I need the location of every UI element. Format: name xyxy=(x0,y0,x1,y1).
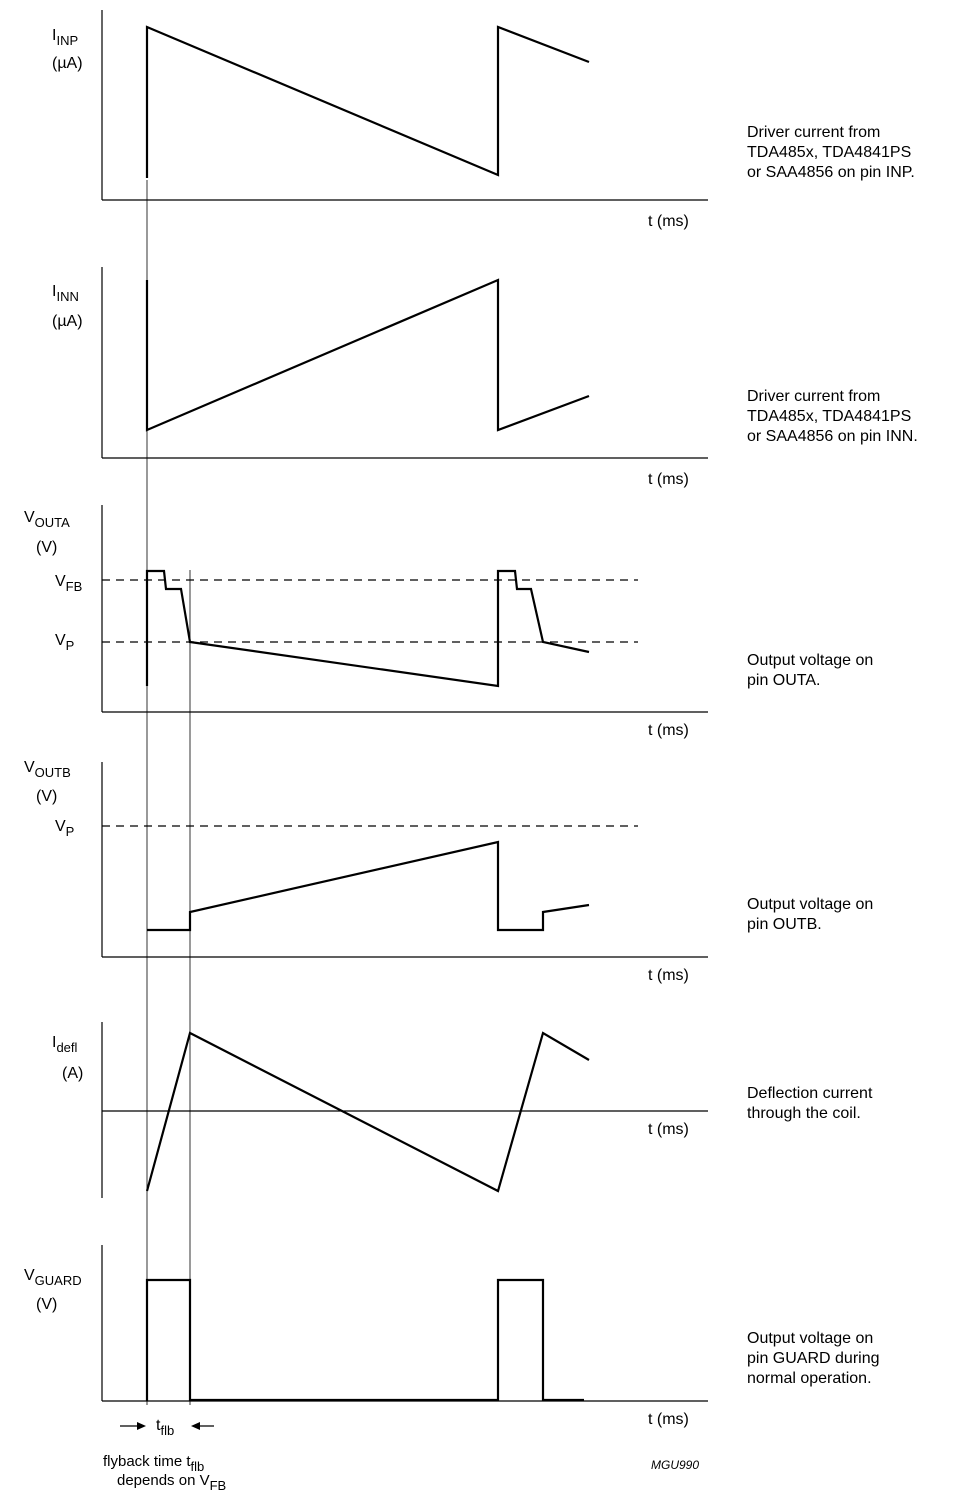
guard-description-1: Output voltage on xyxy=(747,1330,873,1347)
outa-vp-label: VP xyxy=(55,632,74,653)
outb-label: VOUTB xyxy=(24,759,71,780)
outb-waveform xyxy=(147,840,590,932)
outa-description-2: pin OUTA. xyxy=(747,672,821,689)
guard-description-2: pin GUARD during xyxy=(747,1350,880,1367)
panel-defl: Idefl (A) t (ms) Deflection current thro… xyxy=(52,1022,873,1198)
outb-vp-label: VP xyxy=(55,818,74,839)
defl-description-1: Deflection current xyxy=(747,1085,873,1102)
flyback-symbol: tflb xyxy=(156,1417,174,1438)
flyback-note-line-2: depends on VFB xyxy=(117,1472,226,1493)
inn-label: IINN xyxy=(52,283,79,304)
inn-description-2: TDA485x, TDA4841PS xyxy=(747,408,911,425)
defl-description-2: through the coil. xyxy=(747,1105,861,1122)
outb-unit: (V) xyxy=(36,788,57,805)
inp-description-3: or SAA4856 on pin INP. xyxy=(747,164,915,181)
outb-time-axis-label: t (ms) xyxy=(648,967,689,984)
defl-unit: (A) xyxy=(62,1065,83,1082)
outb-description-1: Output voltage on xyxy=(747,896,873,913)
flyback-left-arrowhead xyxy=(137,1422,146,1430)
guard-description-3: normal operation. xyxy=(747,1370,872,1387)
outa-unit: (V) xyxy=(36,539,57,556)
panel-inn: IINN (µA) t (ms) Driver current from TDA… xyxy=(52,267,918,488)
outa-time-axis-label: t (ms) xyxy=(648,722,689,739)
inp-waveform xyxy=(145,25,590,178)
flyback-right-arrowhead xyxy=(191,1422,200,1430)
flyback-note-line-1: flyback time tflb xyxy=(103,1453,204,1474)
inp-description-2: TDA485x, TDA4841PS xyxy=(747,144,911,161)
outa-vfb-label: VFB xyxy=(55,573,82,594)
inp-label: IINP xyxy=(52,27,78,48)
inp-unit: (µA) xyxy=(52,55,83,72)
outb-description-2: pin OUTB. xyxy=(747,916,822,933)
defl-time-axis-label: t (ms) xyxy=(648,1121,689,1138)
inp-description-1: Driver current from xyxy=(747,124,880,141)
outa-description-1: Output voltage on xyxy=(747,652,873,669)
defl-label: Idefl xyxy=(52,1034,78,1055)
defl-waveform xyxy=(145,1031,590,1193)
guard-label: VGUARD xyxy=(24,1267,82,1288)
guard-unit: (V) xyxy=(36,1296,57,1313)
outa-label: VOUTA xyxy=(24,509,70,530)
panel-outa: VOUTA (V) VFB VP t (ms) Output voltage o… xyxy=(24,505,873,739)
panel-guard: VGUARD (V) t (ms) Output voltage on pin … xyxy=(24,1245,880,1428)
guard-waveform xyxy=(145,1278,584,1402)
inn-description-1: Driver current from xyxy=(747,388,880,405)
inn-time-axis-label: t (ms) xyxy=(648,471,689,488)
figure-code: MGU990 xyxy=(651,1458,699,1472)
guard-time-axis-label: t (ms) xyxy=(648,1411,689,1428)
outa-waveform xyxy=(145,569,590,688)
inp-time-axis-label: t (ms) xyxy=(648,213,689,230)
inn-unit: (µA) xyxy=(52,313,83,330)
inn-description-3: or SAA4856 on pin INN. xyxy=(747,428,918,445)
panel-outb: VOUTB (V) VP t (ms) Output voltage on pi… xyxy=(24,759,873,984)
flyback-annotation: tflb flyback time tflb depends on VFB xyxy=(103,1417,226,1493)
inn-waveform xyxy=(145,278,590,432)
panel-inp: IINP (µA) t (ms) Driver current from TDA… xyxy=(52,10,915,230)
